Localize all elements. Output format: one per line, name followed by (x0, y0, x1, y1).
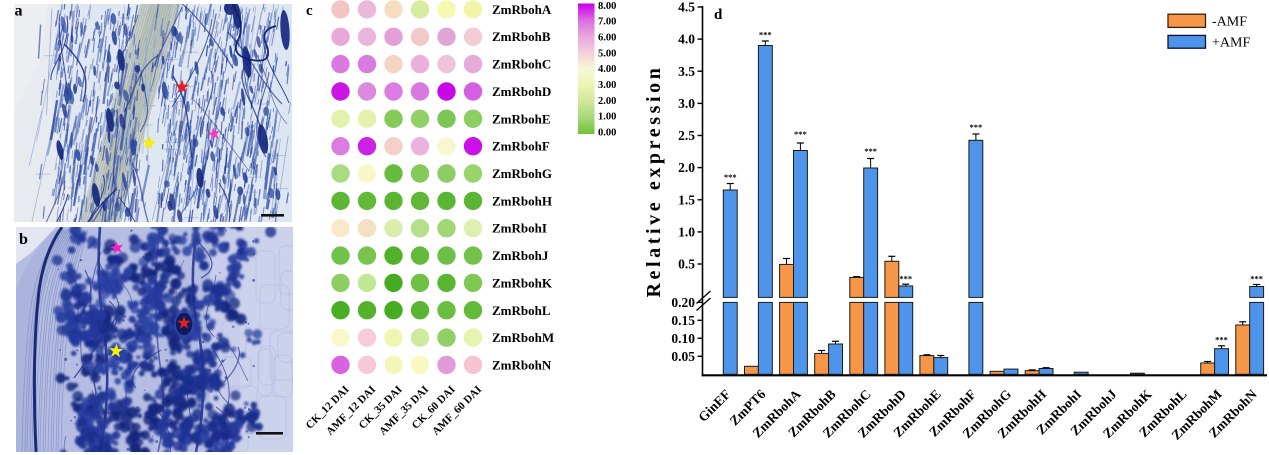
svg-text:6.00: 6.00 (598, 33, 616, 44)
svg-text:ZmRbohC: ZmRbohC (492, 57, 551, 72)
svg-text:0.10: 0.10 (671, 331, 695, 346)
svg-text:***: *** (1250, 274, 1263, 284)
svg-text:***: *** (1215, 335, 1228, 345)
svg-text:3.5: 3.5 (678, 64, 695, 79)
svg-text:5.00: 5.00 (598, 48, 616, 59)
svg-text:0.05: 0.05 (671, 349, 695, 364)
svg-text:3.00: 3.00 (598, 80, 616, 91)
svg-text:***: *** (970, 122, 983, 132)
svg-text:2.00: 2.00 (598, 96, 616, 107)
svg-text:a: a (15, 3, 23, 20)
svg-text:+AMF: +AMF (1212, 36, 1250, 51)
svg-text:ZmRbohJ: ZmRbohJ (492, 248, 549, 263)
svg-text:ZmRbohD: ZmRbohD (492, 84, 551, 99)
svg-text:4.0: 4.0 (678, 32, 695, 47)
svg-text:***: *** (899, 274, 912, 284)
svg-text:4.00: 4.00 (598, 64, 616, 75)
svg-text:ZmRbohI: ZmRbohI (492, 221, 547, 236)
svg-text:ZmRbohN: ZmRbohN (492, 357, 552, 372)
svg-text:Relative expression: Relative expression (643, 64, 665, 297)
svg-text:0.15: 0.15 (671, 313, 695, 328)
svg-text:7.00: 7.00 (598, 17, 616, 28)
svg-text:***: *** (724, 172, 737, 182)
svg-text:ZmRbohE: ZmRbohE (492, 111, 551, 126)
svg-text:ZmRbohG: ZmRbohG (492, 166, 552, 181)
svg-text:3.0: 3.0 (678, 96, 695, 111)
svg-text:ZmRbohF: ZmRbohF (492, 139, 550, 154)
svg-text:***: *** (864, 146, 877, 156)
svg-text:1.0: 1.0 (678, 225, 695, 240)
svg-text:***: *** (759, 30, 772, 40)
svg-text:0.00: 0.00 (598, 127, 616, 138)
svg-text:ZmRbohM: ZmRbohM (492, 330, 554, 345)
svg-text:ZmRbohA: ZmRbohA (492, 2, 552, 17)
svg-text:ZmRbohB: ZmRbohB (492, 29, 551, 44)
svg-text:ZmRbohH: ZmRbohH (492, 193, 552, 208)
svg-text:c: c (306, 3, 313, 19)
svg-text:2.0: 2.0 (678, 160, 695, 175)
svg-text:ZmRbohK: ZmRbohK (492, 275, 553, 290)
svg-text:d: d (714, 7, 723, 23)
svg-text:4.5: 4.5 (678, 0, 695, 15)
svg-text:b: b (19, 231, 28, 248)
svg-text:-AMF: -AMF (1212, 15, 1247, 30)
svg-text:8.00: 8.00 (598, 1, 616, 12)
svg-text:1.00: 1.00 (598, 112, 616, 123)
svg-text:2.5: 2.5 (678, 128, 695, 143)
svg-text:***: *** (794, 129, 807, 139)
svg-text:ZmRbohL: ZmRbohL (492, 303, 551, 318)
svg-text:0.5: 0.5 (678, 257, 695, 272)
svg-text:0.20: 0.20 (671, 295, 695, 310)
svg-text:1.5: 1.5 (678, 192, 695, 207)
